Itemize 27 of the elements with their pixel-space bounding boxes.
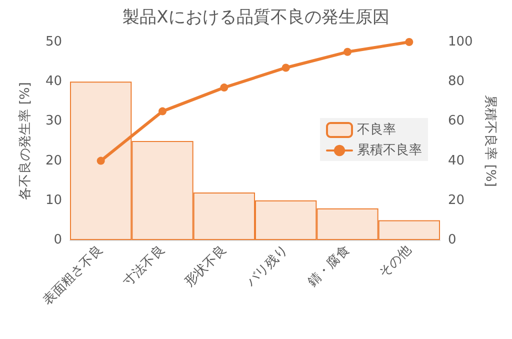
legend-label: 不良率 bbox=[357, 122, 396, 138]
chart-title: 製品Xにおける品質不良の発生原因 bbox=[122, 8, 390, 28]
y2-axis-title: 累積不良率 [%] bbox=[482, 95, 499, 187]
y-tick-label: 10 bbox=[45, 192, 62, 208]
legend-label: 累積不良率 bbox=[357, 142, 422, 158]
point bbox=[405, 38, 414, 46]
y2-tick-label: 40 bbox=[448, 153, 465, 168]
y2-tick-label: 80 bbox=[448, 74, 465, 90]
y-tick-label: 50 bbox=[45, 34, 62, 50]
x-tick-label: 寸法不良 bbox=[120, 242, 168, 290]
point bbox=[220, 84, 228, 92]
x-tick-label: 形状不良 bbox=[182, 242, 230, 290]
x-tick-label: バリ残り bbox=[243, 242, 292, 291]
x-tick-label: 錆・腐食 bbox=[305, 242, 353, 290]
y2-tick-label: 100 bbox=[448, 34, 473, 50]
y-axis-title: 各不良の発生率 [%] bbox=[17, 82, 33, 200]
point bbox=[282, 64, 290, 72]
y-tick-label: 40 bbox=[45, 74, 62, 90]
point bbox=[96, 156, 105, 165]
y2-tick-label: 60 bbox=[448, 114, 465, 129]
point bbox=[158, 107, 166, 116]
x-tick-label: その他 bbox=[376, 242, 414, 281]
y-tick-label: 30 bbox=[45, 114, 62, 129]
y-tick-label: 20 bbox=[45, 153, 62, 168]
y2-tick-label: 0 bbox=[448, 232, 456, 248]
y2-tick-label: 20 bbox=[448, 192, 465, 208]
point bbox=[344, 48, 352, 56]
